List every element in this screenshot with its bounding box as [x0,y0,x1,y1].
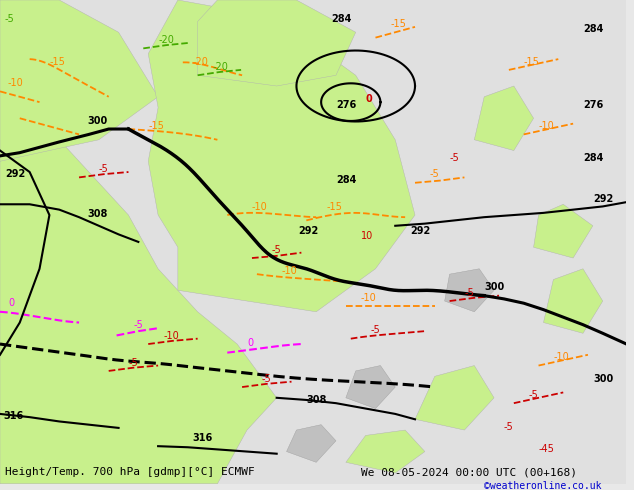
Text: -10: -10 [163,331,179,341]
Text: -10: -10 [252,202,268,212]
Polygon shape [0,0,158,161]
Text: 300: 300 [593,374,613,384]
Text: Height/Temp. 700 hPa [gdmp][°C] ECMWF: Height/Temp. 700 hPa [gdmp][°C] ECMWF [5,467,255,477]
Text: 0: 0 [247,338,253,348]
Text: -10: -10 [361,293,377,303]
Text: -5: -5 [129,358,138,368]
Text: -5: -5 [5,14,15,24]
Text: -5: -5 [262,374,271,384]
Text: 316: 316 [193,433,213,443]
Text: -20: -20 [212,62,228,72]
Text: 284: 284 [336,175,356,185]
Text: ©weatheronline.co.uk: ©weatheronline.co.uk [484,481,602,490]
Polygon shape [415,366,494,430]
Text: -10: -10 [553,352,569,362]
Text: 10: 10 [361,231,373,241]
Polygon shape [444,269,494,312]
Text: -15: -15 [391,19,406,29]
Text: 284: 284 [331,14,351,24]
Text: 276: 276 [583,99,603,109]
Text: 308: 308 [306,395,327,405]
Polygon shape [474,86,534,150]
Text: -5: -5 [450,153,460,163]
Text: -5: -5 [272,245,281,255]
Text: -5: -5 [430,170,439,179]
Text: -5: -5 [465,288,474,297]
Polygon shape [346,430,425,473]
Text: 292: 292 [410,226,430,236]
Text: -5: -5 [529,390,538,400]
Text: 300: 300 [484,282,505,292]
Text: -15: -15 [524,56,540,67]
Polygon shape [543,269,603,333]
Text: 284: 284 [583,153,604,163]
Text: 0: 0 [366,94,372,104]
Text: 292: 292 [593,194,613,204]
Text: -5: -5 [504,422,514,432]
Text: -15: -15 [148,121,164,131]
Text: -10: -10 [281,266,297,276]
Text: -15: -15 [49,56,65,67]
Text: -15: -15 [326,202,342,212]
Text: 316: 316 [3,411,23,421]
Polygon shape [287,425,336,462]
Text: -10: -10 [538,121,554,131]
Polygon shape [346,366,395,409]
Polygon shape [198,0,356,86]
Text: 300: 300 [87,116,107,125]
Text: 276: 276 [336,99,356,109]
Text: We 08-05-2024 00:00 UTC (00+168): We 08-05-2024 00:00 UTC (00+168) [361,467,577,477]
Text: 292: 292 [299,226,319,236]
Text: 284: 284 [583,24,604,34]
Text: 308: 308 [87,209,107,219]
Text: -20: -20 [193,56,209,67]
Text: -45: -45 [538,443,554,454]
Text: -10: -10 [8,78,23,88]
Polygon shape [534,204,593,258]
Text: 292: 292 [5,170,25,179]
Text: -5: -5 [133,320,143,330]
Text: -20: -20 [158,35,174,45]
Text: -5: -5 [99,164,108,174]
Polygon shape [0,75,276,484]
Polygon shape [148,0,415,312]
Text: 0: 0 [8,298,14,308]
Text: -5: -5 [370,325,380,335]
